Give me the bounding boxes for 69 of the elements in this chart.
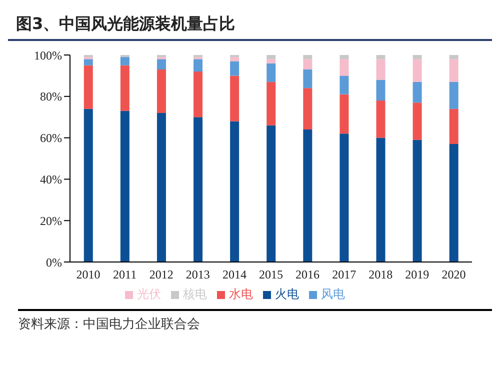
bar xyxy=(303,69,312,88)
legend-label: 风电 xyxy=(321,287,345,301)
bar xyxy=(376,100,386,138)
bar xyxy=(230,121,240,262)
bar xyxy=(449,59,458,82)
bar xyxy=(412,140,422,262)
y-tick-label: 60% xyxy=(40,131,62,146)
x-tick-label: 2014 xyxy=(222,268,246,282)
bar xyxy=(376,138,386,262)
bar xyxy=(156,69,166,113)
bar xyxy=(303,130,312,262)
bar xyxy=(412,102,422,140)
x-tick-label: 2012 xyxy=(149,268,174,282)
bar xyxy=(266,82,276,126)
bar xyxy=(303,55,312,60)
x-tick-label: 2015 xyxy=(259,268,283,282)
text: 资料来源：中国电力企业联合会 xyxy=(18,316,201,333)
y-tick-label: 100% xyxy=(34,48,62,62)
bar xyxy=(266,63,276,82)
bar xyxy=(449,108,458,144)
x-tick-label: 2020 xyxy=(442,268,466,282)
bar xyxy=(266,55,276,60)
bar xyxy=(84,59,93,66)
bar xyxy=(376,55,386,60)
bar xyxy=(376,80,386,101)
bar xyxy=(412,59,422,82)
bar xyxy=(340,134,349,262)
x-tick-label: 2011 xyxy=(113,268,137,282)
bar xyxy=(340,76,349,94)
bar xyxy=(194,72,203,118)
y-tick-label: 40% xyxy=(40,172,62,186)
bar xyxy=(230,57,240,62)
legend-label: 火电 xyxy=(275,287,299,301)
x-tick-label: 2013 xyxy=(186,268,210,282)
bar xyxy=(84,65,93,109)
bar xyxy=(230,76,240,122)
bar xyxy=(156,59,166,70)
bar xyxy=(266,59,276,64)
bar xyxy=(449,55,458,60)
bar xyxy=(449,82,458,109)
bar xyxy=(194,117,203,262)
bar xyxy=(340,55,349,60)
bar xyxy=(120,57,130,66)
bar xyxy=(120,110,130,262)
x-tick-label: 2019 xyxy=(405,268,430,282)
bar xyxy=(194,59,203,72)
y-tick-label: 0% xyxy=(46,255,62,270)
bar xyxy=(412,55,422,60)
bar xyxy=(303,59,312,70)
bar xyxy=(449,144,458,262)
x-tick-label: 2010 xyxy=(76,268,100,282)
x-tick-label: 2016 xyxy=(296,268,320,282)
y-tick-label: 80% xyxy=(40,90,62,104)
bar xyxy=(120,65,130,111)
bar xyxy=(412,82,422,103)
bar xyxy=(376,59,386,80)
legend-label: 水电 xyxy=(229,287,253,301)
bar xyxy=(303,88,312,130)
bar xyxy=(84,108,93,262)
x-tick-label: 2017 xyxy=(332,268,356,282)
x-tick-label: 2018 xyxy=(368,268,393,282)
y-tick-label: 20% xyxy=(40,214,62,228)
chart-title: 图3、中国风光能源装机量占比 xyxy=(8,8,492,41)
bar xyxy=(340,59,349,76)
bar xyxy=(266,125,276,262)
legend-label: 光伏 xyxy=(137,287,161,301)
bar xyxy=(230,61,240,76)
bar xyxy=(156,112,166,262)
bar xyxy=(340,94,349,134)
